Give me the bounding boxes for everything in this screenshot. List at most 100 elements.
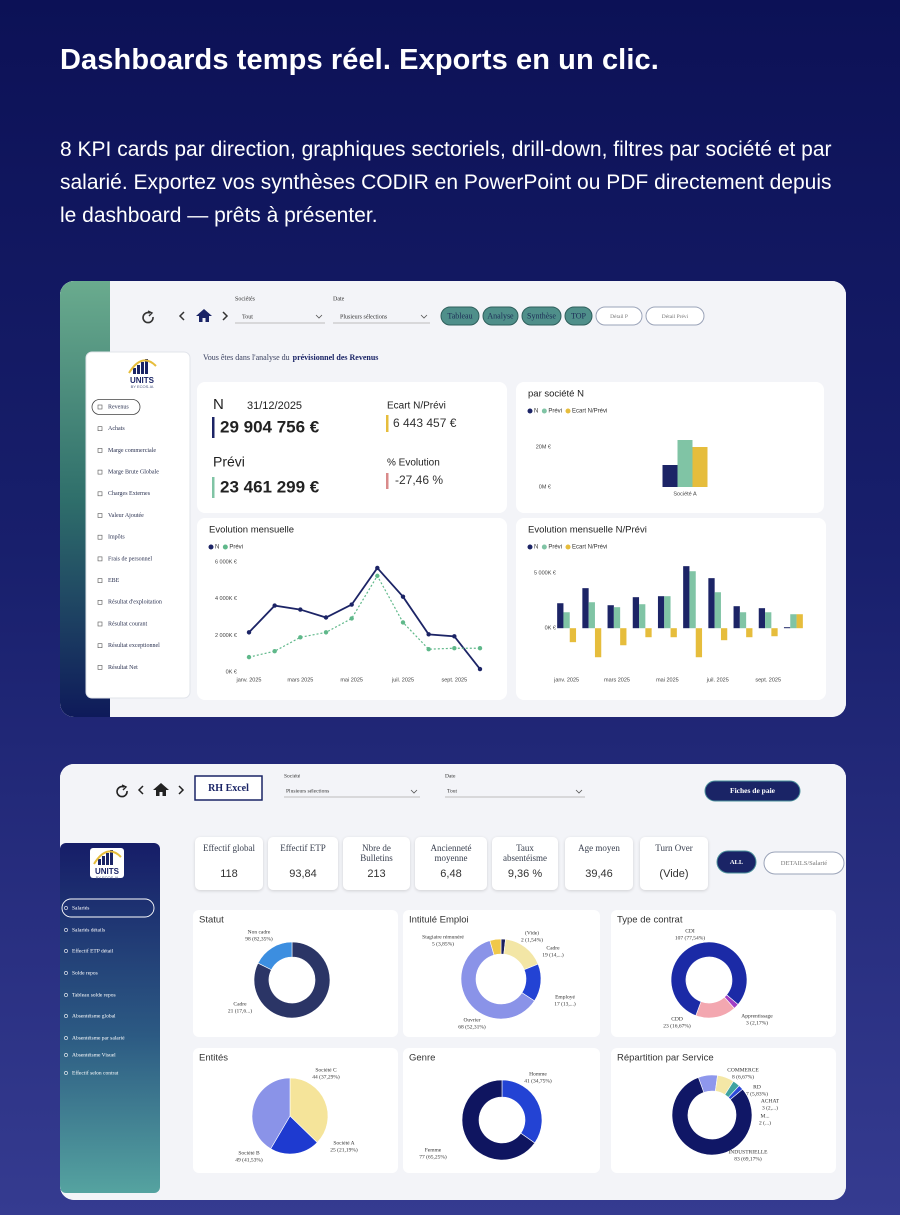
slice	[489, 938, 502, 956]
kpi-value: 118	[220, 868, 238, 880]
forward-icon[interactable]	[178, 785, 185, 795]
y-tick-label: 0K €	[545, 626, 556, 632]
menu-icon	[64, 928, 68, 932]
bar	[670, 628, 677, 638]
nav-button[interactable]	[645, 306, 705, 326]
nav-button[interactable]	[440, 306, 480, 326]
bar	[557, 603, 564, 629]
logo-bar	[137, 365, 140, 374]
menu-item: Absentéisme global	[72, 1013, 116, 1019]
slice	[257, 941, 293, 971]
slice-value-label: 23 (16,67%)	[663, 1022, 691, 1029]
nav-button[interactable]	[564, 306, 593, 326]
kpi-label: Age moyen	[578, 843, 620, 853]
x-tick-label: sept. 2025	[755, 677, 781, 683]
kpi-accent	[386, 415, 389, 432]
slice-value-label: 83 (69,17%)	[734, 1155, 762, 1162]
nav-button[interactable]	[482, 306, 519, 326]
legend-swatch	[565, 408, 571, 414]
x-tick-label: mars 2025	[287, 677, 313, 683]
kpi-label: Ancienneté moyenne	[430, 843, 472, 863]
point	[426, 647, 431, 652]
lead-text: 8 KPI cards par direction, graphiques se…	[60, 138, 832, 227]
chart-title: Evolution mensuelle N/Prévi	[528, 525, 647, 536]
menu-item: Valeur Ajoutée	[108, 513, 144, 519]
kpi-accent	[386, 473, 389, 489]
slice-label: M...	[760, 1113, 770, 1119]
menu-item: Tableau solde repos	[72, 992, 116, 998]
legend-label: N	[215, 545, 219, 551]
back-icon[interactable]	[178, 311, 185, 321]
menu-active[interactable]	[61, 898, 155, 918]
chart-title: Statut	[199, 915, 224, 926]
back-icon[interactable]	[137, 785, 144, 795]
filter-value: Plusieurs sélections	[340, 314, 388, 320]
slice-value-label: 68 (52,31%)	[458, 1023, 486, 1030]
legend-swatch	[541, 544, 547, 550]
chart-card	[197, 518, 507, 700]
dashboard-screenshot: RH Excel Société Plusieurs sélections Date T…	[60, 764, 846, 1200]
headline: Dashboards temps réel. Exports en un cli…	[60, 44, 659, 76]
menu-icon	[97, 426, 103, 431]
menu-item: Charges Externes	[108, 491, 151, 497]
forward-icon[interactable]	[222, 311, 229, 321]
menu-icon	[97, 469, 103, 475]
slice-label: CDD	[671, 1016, 683, 1022]
menu-item: Frais de personnel	[108, 556, 152, 562]
export-button-label: Fiches de paie	[730, 786, 776, 795]
kpi-value: 213	[367, 868, 386, 880]
bar	[657, 596, 665, 629]
kpi-card: Nbre de Bulletins 213	[343, 837, 410, 890]
menu-active[interactable]	[91, 399, 141, 415]
view-button[interactable]	[763, 851, 845, 875]
slice-value-label: 98 (82,35%)	[245, 935, 273, 942]
bar	[683, 566, 690, 629]
slice-value-label: 107 (77,54%)	[675, 934, 705, 941]
slice-label: Employé	[555, 994, 575, 1000]
bar	[639, 604, 646, 629]
menu-icon	[97, 665, 103, 670]
x-tick-label: juil. 2025	[391, 677, 414, 683]
kpi-card: Taux absentéisme 9,36 %	[492, 837, 558, 890]
x-tick-label: janv. 2025	[236, 677, 262, 683]
bar	[582, 588, 589, 629]
logo-tagline: BY ECOS-IA	[96, 875, 119, 880]
legend-swatch	[527, 408, 533, 414]
breadcrumb-highlight: prévisionnel des Revenus	[293, 353, 379, 362]
logo-bar	[141, 362, 144, 374]
nav-button[interactable]	[595, 306, 643, 326]
slice-value-label: 2 (1,54%)	[521, 936, 543, 943]
kpi-accent	[212, 417, 215, 438]
menu-item: Marge Brute Globale	[108, 469, 159, 475]
x-tick-label: mai 2025	[656, 677, 679, 683]
kpi-label: Turn Over	[655, 843, 693, 853]
slice	[670, 941, 748, 1017]
bar	[739, 612, 747, 629]
home-icon[interactable]	[196, 309, 212, 322]
nav-button[interactable]	[521, 306, 562, 326]
chart-card	[193, 910, 398, 1037]
bar	[662, 465, 678, 487]
slice-label: Société A	[333, 1140, 354, 1146]
view-button[interactable]	[716, 850, 757, 874]
dashboard-screenshot: Sociétés Tout Date Plusieurs sélections Tabl…	[60, 281, 846, 717]
point	[272, 648, 277, 654]
bar	[689, 571, 696, 629]
chart-title: par société N	[528, 389, 584, 400]
menu-item: Marge commerciale	[108, 448, 156, 454]
y-tick-label: 6 000K €	[215, 559, 237, 565]
slice-value-label: 3 (2,...)	[762, 1104, 778, 1111]
legend-swatch	[527, 544, 533, 550]
bar	[695, 628, 703, 658]
legend-label: Prévi	[229, 545, 243, 551]
chart-title: Entités	[199, 1053, 228, 1064]
sidebar	[85, 351, 191, 699]
export-button[interactable]	[704, 780, 801, 802]
breadcrumb: Vous êtes dans l'analyse du	[203, 353, 290, 362]
home-icon[interactable]	[153, 783, 169, 796]
slice-label: INDUSTRIELLE	[728, 1149, 768, 1155]
filter-label: Date	[445, 773, 456, 779]
menu-item: Salariés détails	[72, 927, 105, 933]
logo-name: UNITS	[130, 376, 155, 385]
x-tick-label: mars 2025	[604, 677, 630, 683]
